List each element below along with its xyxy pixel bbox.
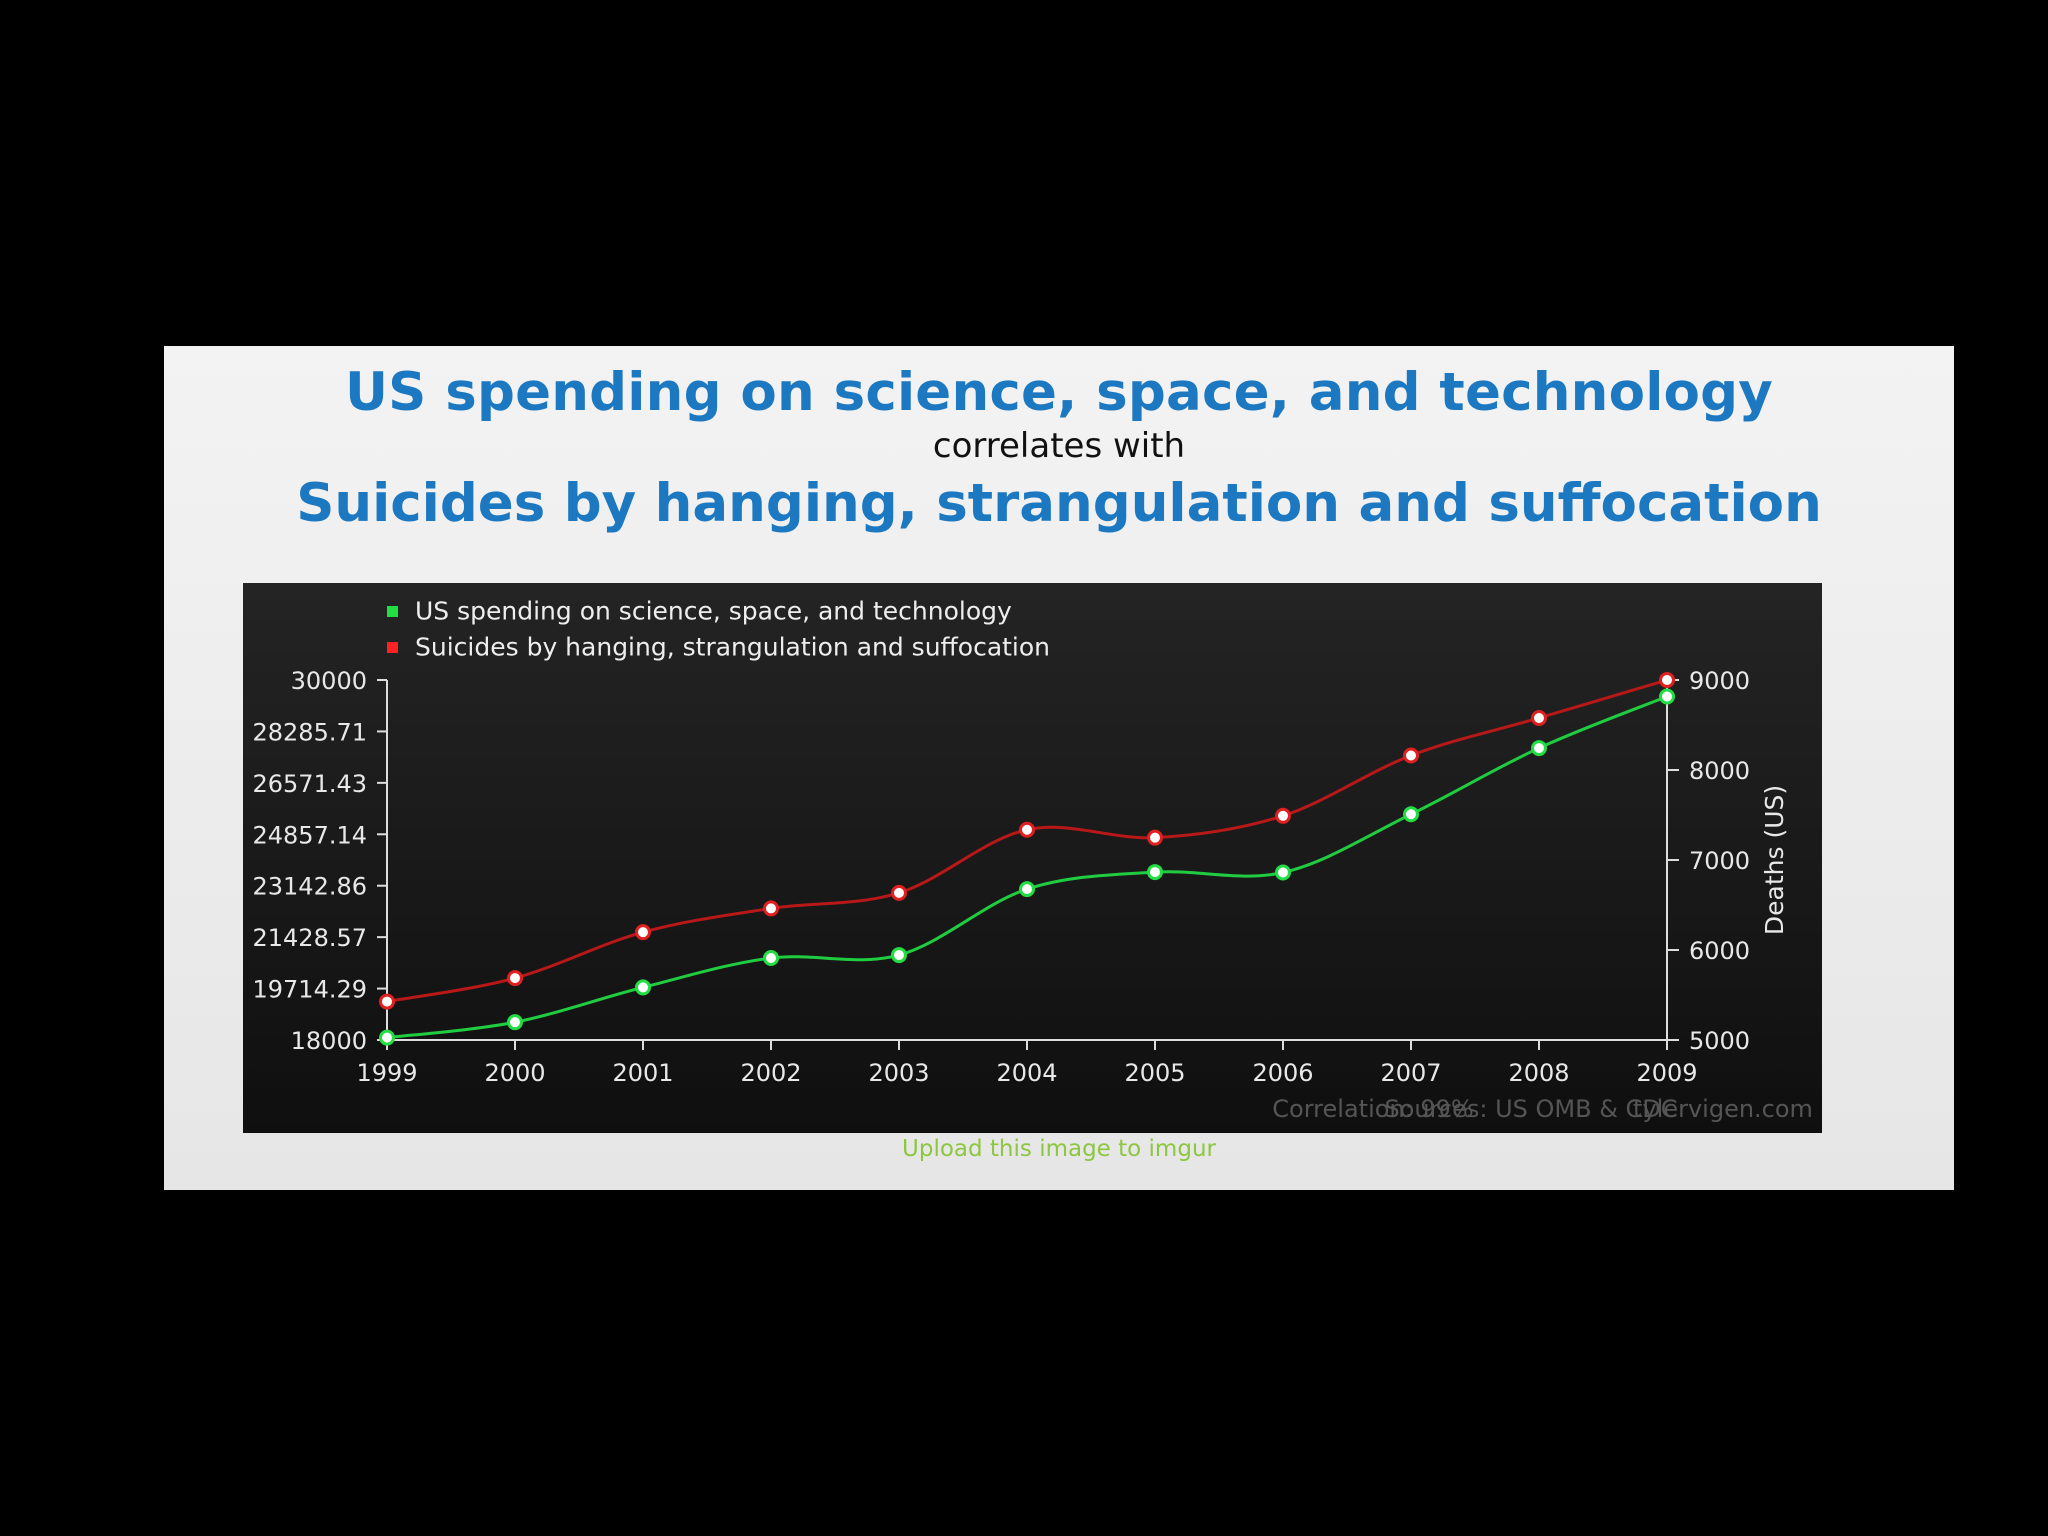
chart-panel: US spending on science, space, and techn…: [243, 583, 1822, 1133]
right-axis-tick-label: 7000: [1689, 847, 1750, 875]
x-axis-tick-label: 2007: [1380, 1059, 1441, 1087]
data-point-spending: [1659, 688, 1675, 705]
data-point-suicides: [507, 970, 523, 987]
data-point-suicides: [1019, 821, 1035, 838]
data-point-spending: [635, 979, 651, 996]
x-axis-tick-label: 2008: [1508, 1059, 1569, 1087]
data-point-suicides: [891, 884, 907, 901]
right-axis-tick-label: 9000: [1689, 667, 1750, 695]
data-point-suicides: [1403, 747, 1419, 764]
chart-title: US spending on science, space, and techn…: [344, 362, 1774, 423]
data-point-suicides: [1659, 672, 1675, 688]
x-axis-tick-label: 2006: [1252, 1059, 1313, 1087]
legend-swatch-red: [387, 641, 398, 653]
legend-label: US spending on science, space, and techn…: [415, 596, 1012, 626]
x-axis-tick-label: 2009: [1636, 1059, 1697, 1087]
chart-annotation: tylervigen.com: [1633, 1095, 1813, 1123]
series-line-suicides: [386, 678, 1668, 1004]
x-axis-tick-label: 2000: [484, 1059, 545, 1087]
left-axis-tick-label: 28285.71: [252, 718, 367, 746]
data-point-spending: [1147, 864, 1163, 881]
chart-annotation: Correlation: 99%: [1272, 1095, 1473, 1123]
upload-link[interactable]: Upload this image to imgur: [902, 1136, 1216, 1162]
x-axis-tick-label: 2003: [868, 1059, 929, 1087]
series-line-spending: [386, 695, 1668, 1040]
data-point-spending: [379, 1029, 395, 1046]
data-point-suicides: [379, 993, 395, 1010]
data-point-suicides: [635, 924, 651, 941]
chart-annotation: Sources: US OMB & CDC: [1384, 1095, 1677, 1123]
chart-title-secondary: Suicides by hanging, strangulation and s…: [296, 473, 1822, 534]
left-axis-tick-label: 30000: [291, 667, 367, 695]
x-axis-tick-label: 1999: [356, 1059, 417, 1087]
data-point-suicides: [763, 900, 779, 917]
left-axis-tick-label: 21428.57: [252, 924, 367, 952]
data-point-spending: [507, 1014, 523, 1031]
chart-subtitle-connector: correlates with: [932, 426, 1186, 466]
data-point-spending: [1531, 740, 1547, 757]
data-point-suicides: [1147, 829, 1163, 846]
right-axis-tick-label: 5000: [1689, 1027, 1750, 1055]
x-axis-tick-label: 2004: [996, 1059, 1057, 1087]
right-axis-tick-label: 6000: [1689, 937, 1750, 965]
right-axis-label: Deaths (US): [1760, 785, 1789, 935]
data-point-spending: [1019, 881, 1035, 898]
left-axis-tick-label: 19714.29: [252, 976, 367, 1004]
chart-slide: US spending on science, space, and techn…: [164, 346, 1954, 1190]
x-axis-tick-label: 2001: [612, 1059, 673, 1087]
left-axis-tick-label: 24857.14: [252, 821, 367, 849]
left-axis-tick-label: 26571.43: [252, 770, 367, 798]
left-axis-tick-label: 18000: [291, 1027, 367, 1055]
legend-swatch-green: [387, 605, 398, 617]
data-point-spending: [891, 947, 907, 964]
x-axis-tick-label: 2002: [740, 1059, 801, 1087]
left-axis-tick-label: 23142.86: [252, 873, 367, 901]
legend-item-suicides: Suicides by hanging, strangulation and s…: [387, 631, 1051, 662]
data-point-suicides: [1531, 709, 1547, 726]
x-axis-tick-label: 2005: [1124, 1059, 1185, 1087]
legend-label: Suicides by hanging, strangulation and s…: [415, 632, 1051, 662]
data-point-spending: [1275, 864, 1291, 881]
data-point-suicides: [1275, 807, 1291, 824]
data-point-spending: [1403, 806, 1419, 823]
legend-item-spending: US spending on science, space, and techn…: [387, 595, 1012, 626]
data-point-spending: [763, 949, 779, 966]
right-axis-tick-label: 8000: [1689, 757, 1750, 785]
line-chart: 30000 28285.71 26571.43 24857.14 23142.86 214…: [252, 667, 1813, 1123]
